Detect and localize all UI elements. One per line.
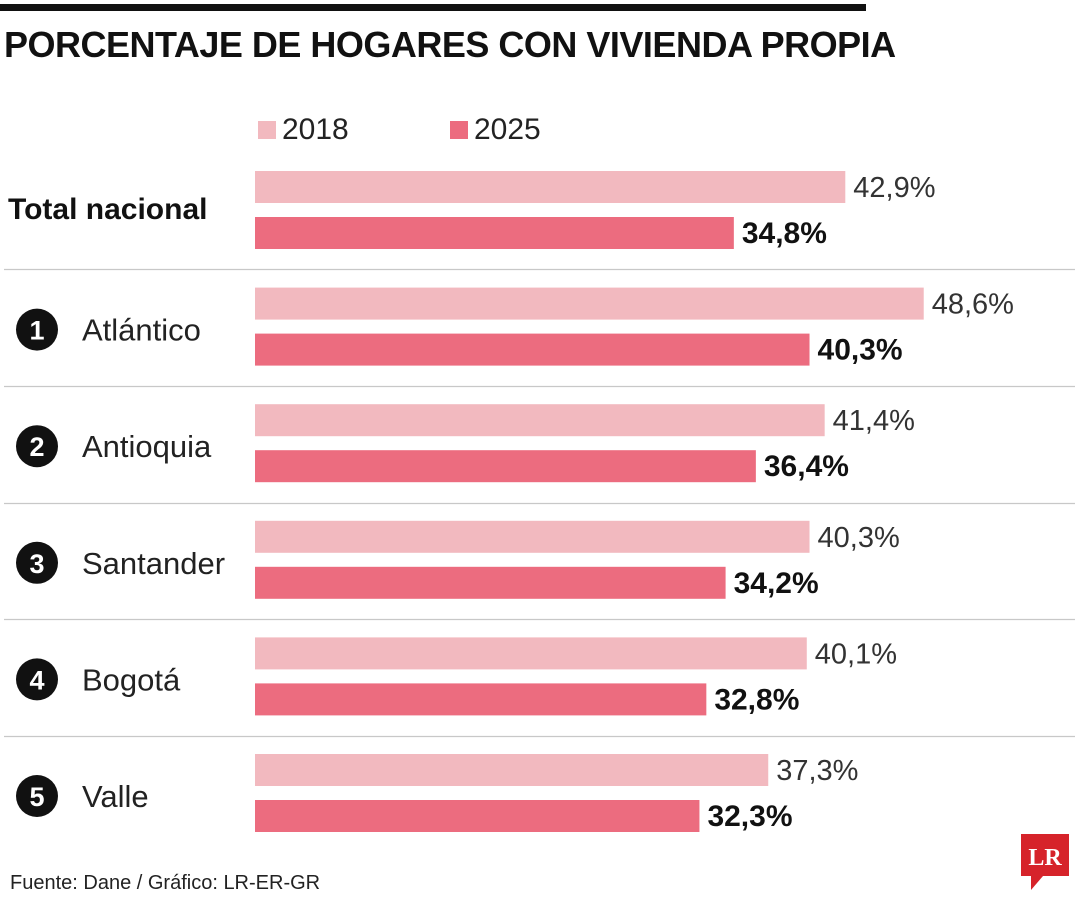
- value-label-2025: 32,3%: [707, 800, 792, 833]
- legend-swatch-2025: [450, 121, 468, 139]
- bar-2018-4: [255, 520, 810, 553]
- value-label-2018: 40,3%: [818, 522, 900, 554]
- rank-number: 3: [29, 549, 44, 579]
- bar-2025-2: [255, 333, 810, 366]
- bar-2025-3: [255, 450, 756, 483]
- bar-2018-2: [255, 287, 924, 320]
- bar-2025-1: [255, 217, 734, 249]
- legend-label-2025: 2025: [474, 113, 541, 146]
- value-label-2025: 32,8%: [714, 683, 799, 716]
- rank-badge: [16, 541, 58, 584]
- bar-2018-1: [255, 171, 846, 203]
- footer-source: Fuente: Dane / Gráfico: LR-ER-GR: [10, 872, 321, 894]
- chart-title: PORCENTAJE DE HOGARES CON VIVIENDA PROPI…: [4, 24, 896, 65]
- bar-2018-6: [255, 754, 769, 786]
- legend-item-2025: 2025: [450, 112, 541, 148]
- value-label-2018: 41,4%: [833, 405, 915, 437]
- bar-2025-5: [255, 683, 707, 716]
- top-rule: [0, 4, 866, 11]
- value-label-2018: 42,9%: [853, 172, 935, 204]
- bar-2018-5: [255, 637, 807, 670]
- rank-number: 5: [29, 782, 44, 812]
- value-label-2018: 40,1%: [815, 638, 897, 670]
- bar-2025-6: [255, 800, 700, 832]
- category-label: Santander: [82, 546, 225, 581]
- logo-shape: [1021, 834, 1069, 890]
- value-label-2025: 40,3%: [818, 334, 903, 367]
- value-label-2018: 37,3%: [776, 755, 858, 787]
- category-label: Atlántico: [82, 313, 201, 348]
- lr-logo: LR: [1021, 834, 1069, 890]
- rank-number: 4: [29, 665, 44, 695]
- category-label: Bogotá: [82, 662, 181, 697]
- bar-2018-3: [255, 404, 825, 437]
- category-label: Valle: [82, 779, 149, 814]
- rank-badge: [16, 775, 58, 817]
- logo-text: LR: [1028, 845, 1062, 871]
- legend-swatch-2018: [258, 121, 276, 139]
- value-label-2025: 34,2%: [734, 567, 819, 600]
- rank-number: 1: [29, 316, 44, 346]
- legend-item-2018: 2018: [258, 112, 349, 148]
- legend-label-2018: 2018: [282, 113, 349, 146]
- rank-badge: [16, 658, 58, 701]
- value-label-2018: 48,6%: [932, 289, 1014, 321]
- category-label: Antioquia: [82, 429, 212, 464]
- rank-badge: [16, 425, 58, 468]
- value-label-2025: 34,8%: [742, 217, 827, 250]
- rank-badge: [16, 308, 58, 351]
- rank-number: 2: [29, 432, 44, 462]
- category-label: Total nacional: [8, 193, 207, 226]
- value-label-2025: 36,4%: [764, 450, 849, 483]
- bar-2025-4: [255, 566, 726, 599]
